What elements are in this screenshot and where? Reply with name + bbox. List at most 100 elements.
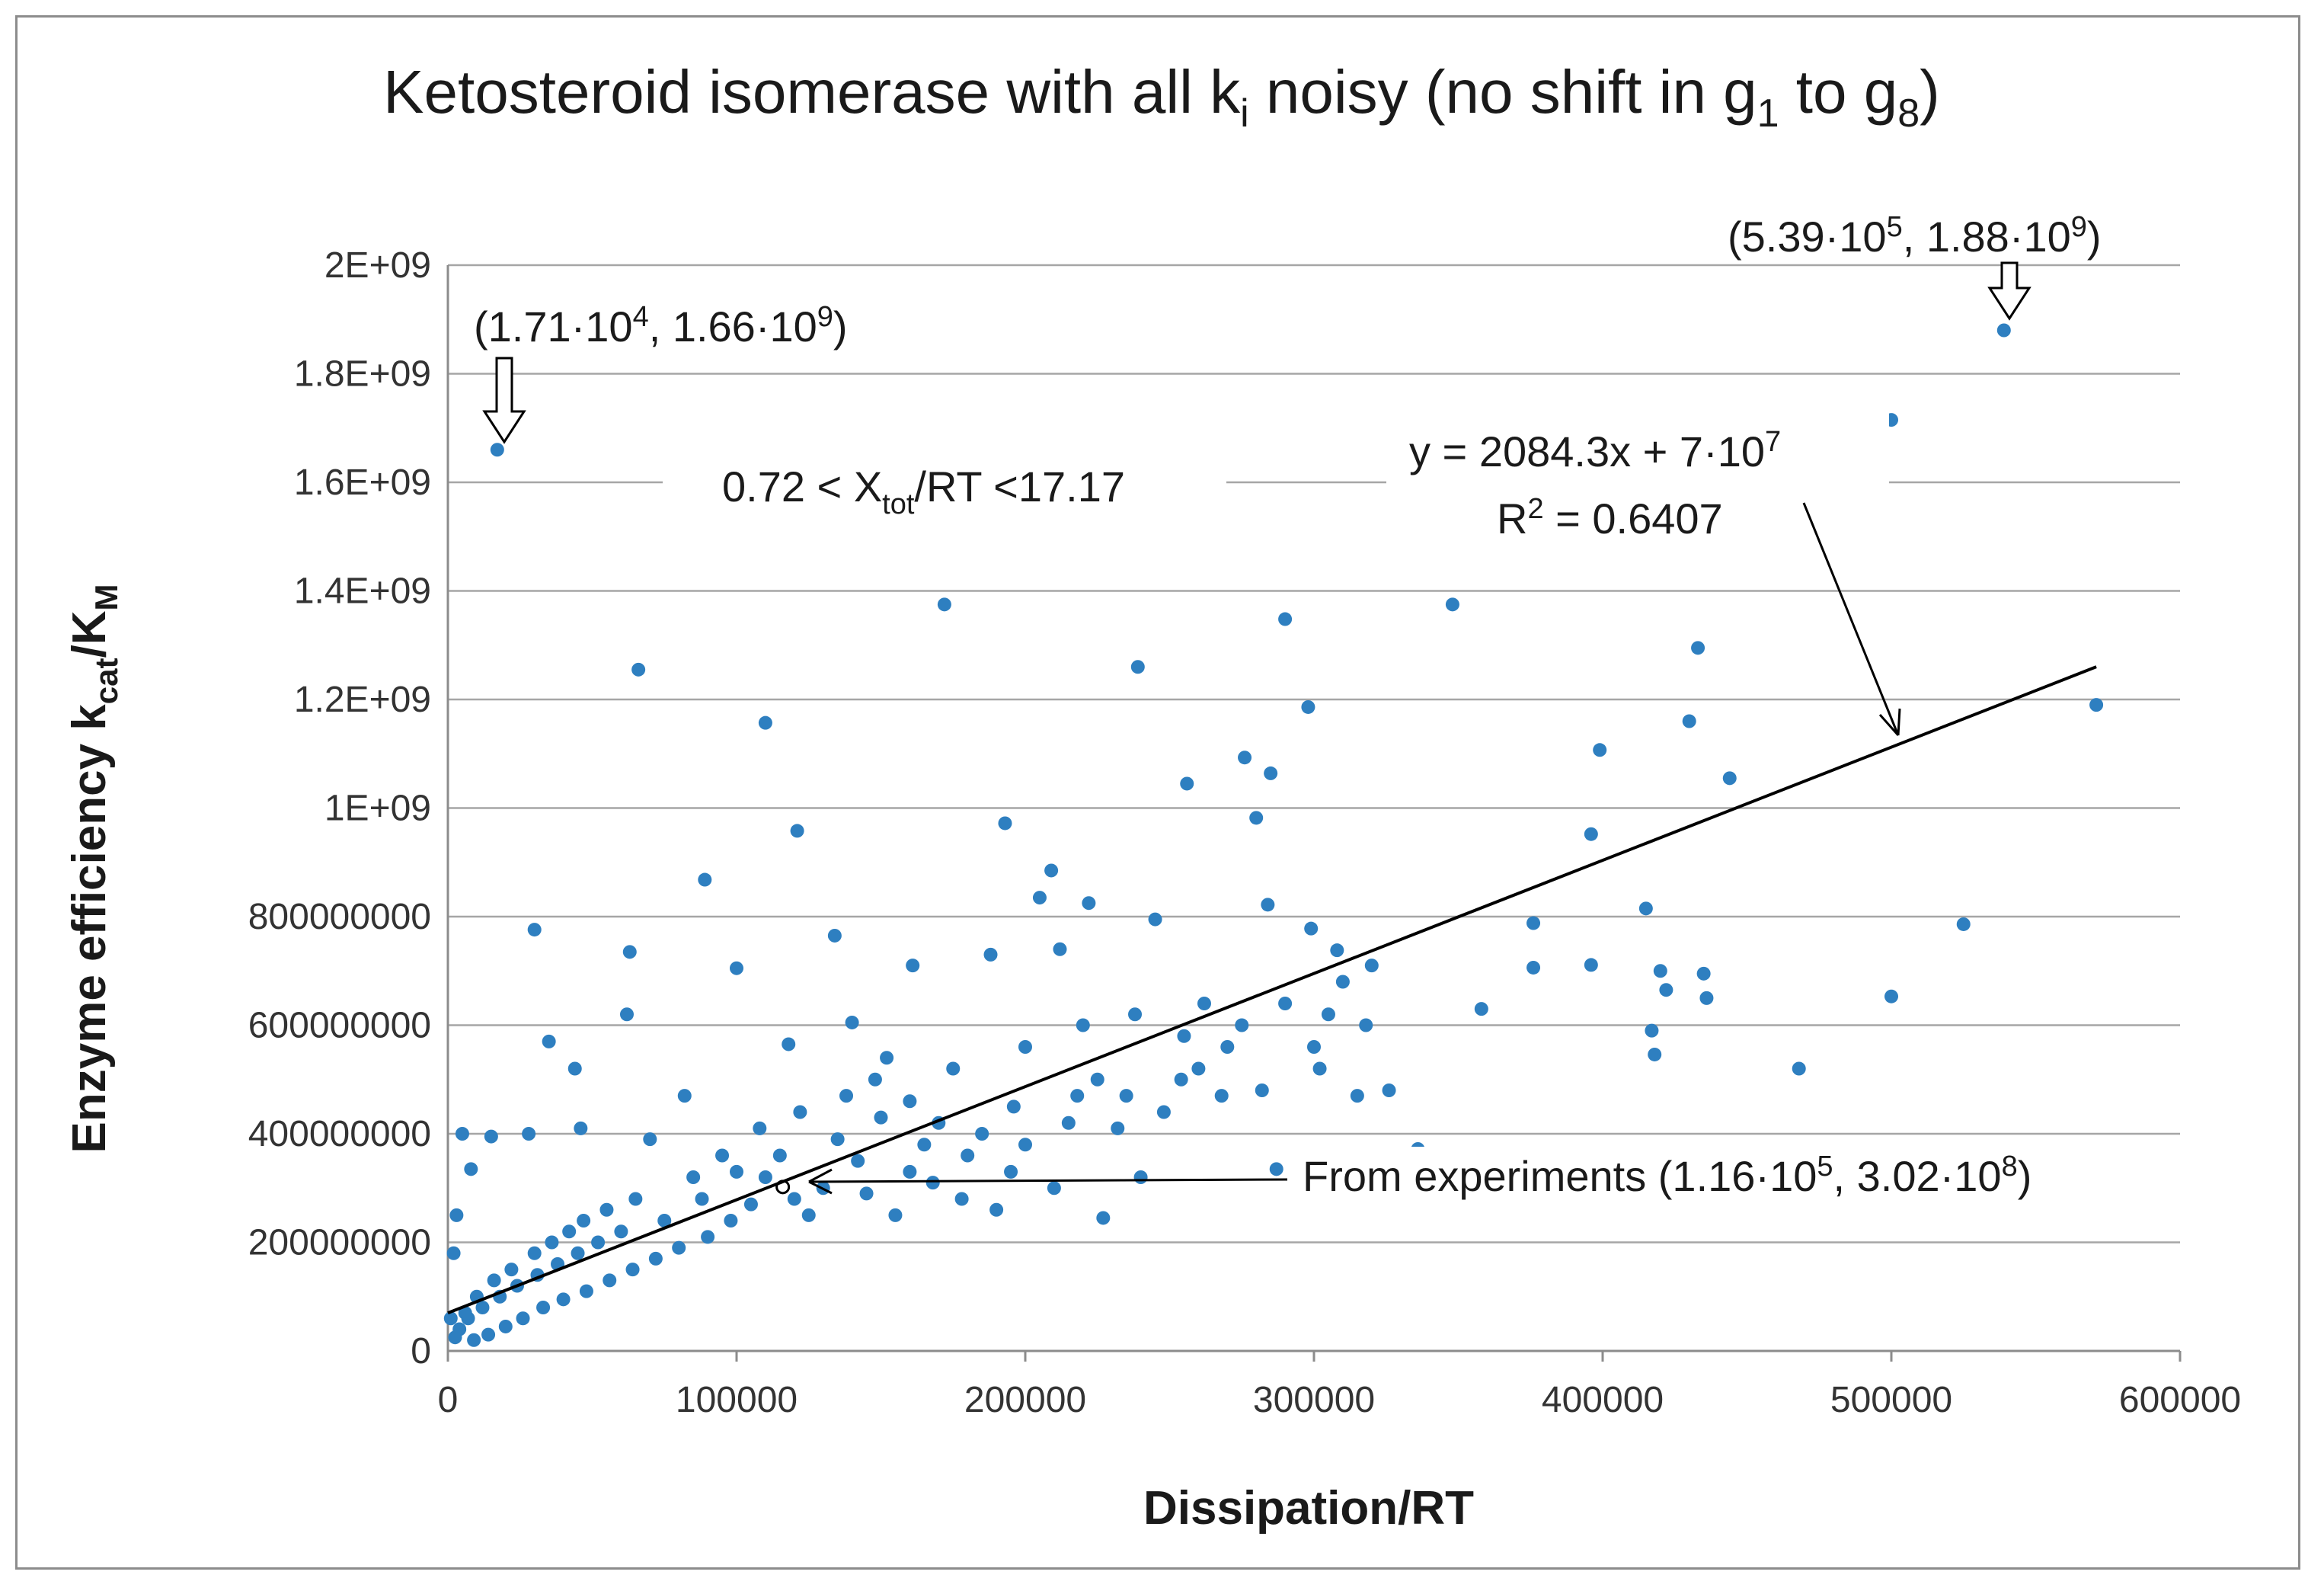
data-point xyxy=(1584,827,1598,841)
data-point xyxy=(1330,943,1344,958)
data-point xyxy=(562,1224,577,1239)
data-point xyxy=(827,928,842,943)
data-point xyxy=(724,1214,738,1228)
data-point xyxy=(625,1263,640,1277)
data-point xyxy=(954,1192,969,1206)
data-point xyxy=(946,1061,961,1076)
data-point xyxy=(772,1148,787,1163)
data-point xyxy=(527,923,542,937)
data-point xyxy=(504,1263,519,1277)
data-point xyxy=(443,1311,458,1326)
data-point xyxy=(516,1311,530,1326)
data-point xyxy=(1090,1072,1104,1087)
data-point xyxy=(1278,612,1293,626)
annotation-top-left-point: (1.71·104, 1.66·109) xyxy=(474,301,848,350)
data-point xyxy=(1255,1083,1269,1097)
data-point xyxy=(487,1273,501,1288)
x-axis-ticks: 0 100000 200000 300000 400000 500000 600000 xyxy=(438,1351,2241,1420)
data-point xyxy=(556,1292,571,1307)
data-point xyxy=(1638,901,1653,916)
data-point xyxy=(657,1214,672,1228)
data-point xyxy=(527,1246,542,1260)
data-point xyxy=(1264,766,1278,780)
data-point xyxy=(698,872,712,887)
data-point xyxy=(1053,942,1067,956)
chart-title: Ketosteroid isomerase with all ki noisy … xyxy=(383,58,1940,136)
data-point xyxy=(1156,1105,1171,1119)
data-point xyxy=(1061,1115,1076,1130)
data-point xyxy=(793,1105,807,1119)
y-axis-ticks: 0 200000000 400000000 600000000 800000000 1E+… xyxy=(248,245,431,1372)
data-point xyxy=(577,1214,591,1228)
y-tick-label: 1.6E+09 xyxy=(294,463,431,503)
data-point xyxy=(903,1094,917,1109)
data-point xyxy=(467,1333,481,1347)
experiments-pointer-arrowhead-icon xyxy=(808,1168,833,1195)
trendline-equation: y = 2084.3x + 7·107 xyxy=(1409,426,1781,475)
data-point xyxy=(874,1110,888,1125)
equation-pointer-arrowhead-icon xyxy=(1878,708,1901,736)
y-tick-label: 600000000 xyxy=(248,1006,431,1046)
range-label-background xyxy=(663,453,1226,522)
data-point xyxy=(1956,917,1971,931)
r-squared-label: R2 = 0.6407 xyxy=(1497,493,1723,543)
data-point xyxy=(730,1164,743,1179)
x-tick-label: 100000 xyxy=(676,1380,798,1420)
data-point xyxy=(975,1127,989,1141)
data-point xyxy=(1047,1181,1061,1196)
data-point xyxy=(643,1132,657,1147)
trendline xyxy=(447,665,2097,1314)
data-point xyxy=(839,1089,854,1103)
y-axis-title: Enzyme efficiency kcat/KM xyxy=(63,584,124,1154)
equation-label-background xyxy=(1386,411,1889,549)
data-point xyxy=(1018,1138,1032,1152)
data-point xyxy=(591,1235,606,1250)
data-point xyxy=(743,1197,758,1212)
data-point xyxy=(787,1192,801,1206)
data-point xyxy=(753,1121,767,1135)
data-point xyxy=(701,1230,715,1244)
data-point xyxy=(937,597,951,612)
range-annotation: 0.72 < Xtot/RT <17.17 xyxy=(722,463,1125,520)
y-tick-label: 1.4E+09 xyxy=(294,571,431,612)
data-point xyxy=(677,1089,692,1103)
data-point xyxy=(1128,1007,1143,1022)
data-point xyxy=(1220,1040,1235,1054)
data-point xyxy=(449,1208,464,1222)
data-point xyxy=(2089,698,2104,712)
x-tick-label: 0 xyxy=(438,1380,459,1420)
data-point xyxy=(1445,597,1459,612)
data-point xyxy=(1696,966,1711,981)
y-tick-label: 800000000 xyxy=(248,897,431,937)
data-point xyxy=(545,1235,559,1250)
data-point xyxy=(567,1061,582,1076)
data-point xyxy=(490,443,504,457)
data-point xyxy=(686,1170,701,1184)
data-point xyxy=(1648,1047,1662,1061)
x-tick-label: 600000 xyxy=(2119,1380,2241,1420)
data-points xyxy=(443,323,2104,1347)
data-point xyxy=(868,1072,882,1087)
data-point xyxy=(906,959,920,973)
arrow-top-right-icon xyxy=(1987,261,2032,321)
data-point xyxy=(1301,699,1315,714)
data-point xyxy=(1249,811,1264,825)
data-point xyxy=(851,1154,865,1168)
data-point xyxy=(917,1138,932,1152)
data-point xyxy=(455,1127,469,1141)
y-tick-label: 1E+09 xyxy=(324,789,431,829)
data-point xyxy=(730,961,743,975)
data-point xyxy=(845,1015,859,1029)
y-tick-label: 1.2E+09 xyxy=(294,680,431,720)
y-tick-label: 400000000 xyxy=(248,1114,431,1154)
data-point xyxy=(672,1240,686,1255)
data-point xyxy=(484,1129,498,1144)
x-tick-label: 500000 xyxy=(1830,1380,1952,1420)
data-point xyxy=(1382,1083,1396,1097)
data-point xyxy=(1584,958,1598,972)
data-point xyxy=(859,1186,874,1201)
data-point xyxy=(522,1127,536,1141)
data-point xyxy=(1076,1018,1090,1032)
x-tick-label: 400000 xyxy=(1542,1380,1664,1420)
data-point xyxy=(599,1202,614,1217)
